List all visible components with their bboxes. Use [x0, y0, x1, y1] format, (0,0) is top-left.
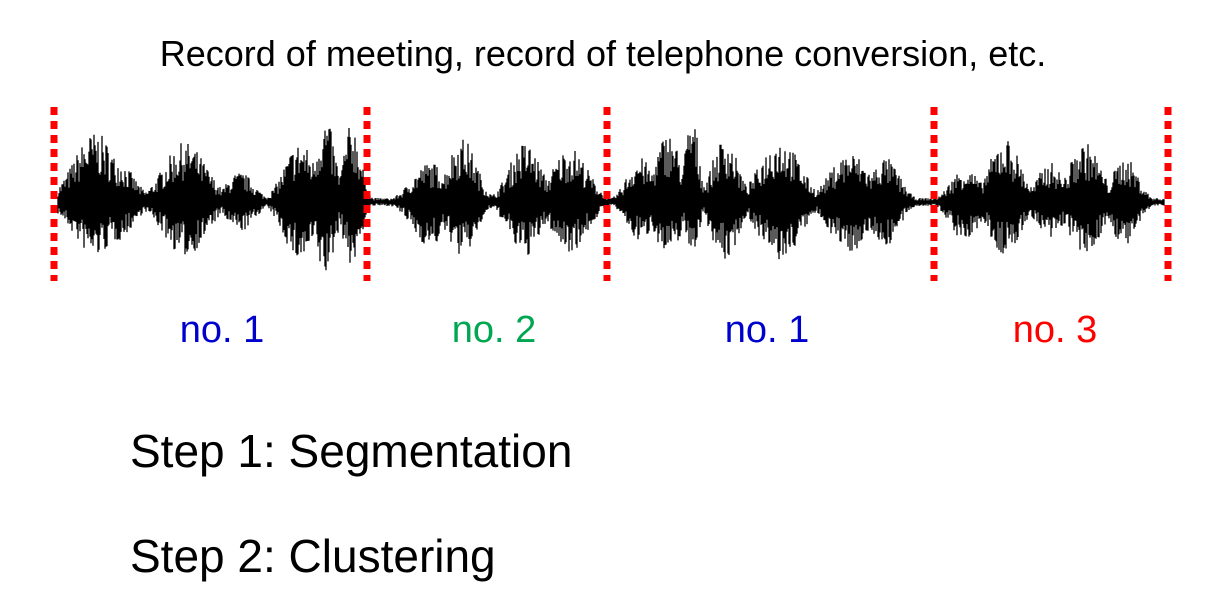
segment-label-2: no. 2: [451, 309, 537, 351]
segment-label-3: no. 1: [724, 309, 810, 351]
diagram-caption: Record of meeting, record of telephone c…: [159, 33, 1047, 74]
segment-label-1: no. 1: [179, 309, 265, 351]
step-2-text: Step 2: Clustering: [130, 530, 496, 582]
waveform-group: [57, 128, 1165, 271]
step-1-text: Step 1: Segmentation: [130, 425, 573, 477]
segment-boundaries: [50, 107, 1172, 281]
audio-waveform: [57, 128, 1165, 271]
audio-waveform-area: [50, 107, 1172, 281]
segment-label-4: no. 3: [1012, 309, 1098, 351]
